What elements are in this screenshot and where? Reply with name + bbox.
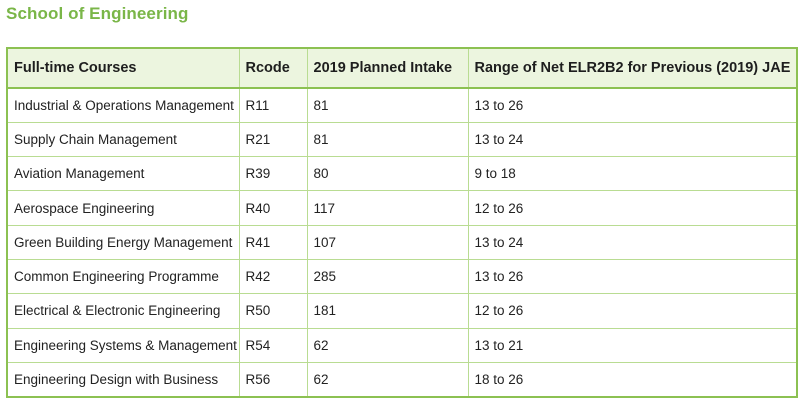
header-elr2b2-range: Range of Net ELR2B2 for Previous (2019) … xyxy=(467,47,798,89)
section-title: School of Engineering xyxy=(6,4,189,23)
course-range: 18 to 26 xyxy=(467,361,798,398)
courses-table: Full-time Courses Rcode 2019 Planned Int… xyxy=(6,47,798,398)
course-rcode: R42 xyxy=(238,258,308,295)
course-name: Aviation Management xyxy=(6,156,240,192)
table-row: Aerospace Engineering R40 117 12 to 26 xyxy=(6,190,798,226)
course-name: Green Building Energy Management xyxy=(6,224,240,260)
table-row: Common Engineering Programme R42 285 13 … xyxy=(6,258,798,295)
course-name: Aerospace Engineering xyxy=(6,190,240,226)
course-range: 9 to 18 xyxy=(467,156,798,192)
course-range: 13 to 24 xyxy=(467,224,798,260)
course-rcode: R41 xyxy=(238,224,308,260)
course-rcode: R21 xyxy=(238,121,308,158)
header-rcode: Rcode xyxy=(238,47,308,89)
table-row: Green Building Energy Management R41 107… xyxy=(6,224,798,260)
course-range: 13 to 26 xyxy=(467,87,798,123)
course-intake: 285 xyxy=(306,258,469,295)
course-rcode: R50 xyxy=(238,293,308,329)
course-name: Industrial & Operations Management xyxy=(6,87,240,123)
table-row: Engineering Design with Business R56 62 … xyxy=(6,361,798,398)
course-rcode: R40 xyxy=(238,190,308,226)
course-name: Engineering Systems & Management xyxy=(6,327,240,363)
course-name: Supply Chain Management xyxy=(6,121,240,158)
table-row: Industrial & Operations Management R11 8… xyxy=(6,87,798,123)
table-row: Engineering Systems & Management R54 62 … xyxy=(6,327,798,363)
course-range: 13 to 21 xyxy=(467,327,798,363)
course-rcode: R56 xyxy=(238,361,308,398)
course-range: 13 to 26 xyxy=(467,258,798,295)
course-intake: 81 xyxy=(306,121,469,158)
course-name: Common Engineering Programme xyxy=(6,258,240,295)
table-row: Electrical & Electronic Engineering R50 … xyxy=(6,293,798,329)
course-range: 12 to 26 xyxy=(467,293,798,329)
course-rcode: R39 xyxy=(238,156,308,192)
table-row: Aviation Management R39 80 9 to 18 xyxy=(6,156,798,192)
course-range: 13 to 24 xyxy=(467,121,798,158)
course-intake: 62 xyxy=(306,327,469,363)
course-intake: 107 xyxy=(306,224,469,260)
course-intake: 117 xyxy=(306,190,469,226)
course-intake: 181 xyxy=(306,293,469,329)
table-header-row: Full-time Courses Rcode 2019 Planned Int… xyxy=(6,47,798,89)
course-rcode: R11 xyxy=(238,87,308,123)
course-rcode: R54 xyxy=(238,327,308,363)
course-name: Electrical & Electronic Engineering xyxy=(6,293,240,329)
course-intake: 81 xyxy=(306,87,469,123)
course-range: 12 to 26 xyxy=(467,190,798,226)
table-row: Supply Chain Management R21 81 13 to 24 xyxy=(6,121,798,158)
course-intake: 62 xyxy=(306,361,469,398)
header-planned-intake: 2019 Planned Intake xyxy=(306,47,469,89)
course-name: Engineering Design with Business xyxy=(6,361,240,398)
header-full-time-courses: Full-time Courses xyxy=(6,47,240,89)
course-intake: 80 xyxy=(306,156,469,192)
